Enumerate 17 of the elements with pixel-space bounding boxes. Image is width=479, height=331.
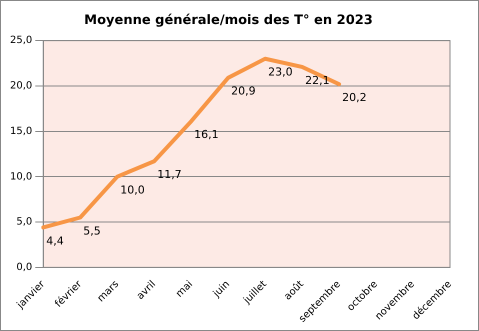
y-tick-label: 20,0 bbox=[10, 80, 32, 92]
chart-title: Moyenne générale/mois des T° en 2023 bbox=[84, 13, 373, 28]
y-tick-label: 0,0 bbox=[16, 262, 32, 273]
data-label: 20,2 bbox=[342, 91, 367, 104]
y-tick-label: 5,0 bbox=[16, 216, 32, 228]
data-label: 22,1 bbox=[305, 74, 330, 87]
y-tick-label: 25,0 bbox=[10, 35, 32, 46]
data-label: 20,9 bbox=[231, 84, 256, 98]
x-tick-label: mai bbox=[174, 278, 196, 300]
data-label: 4,4 bbox=[46, 234, 64, 248]
data-label: 5,5 bbox=[83, 224, 101, 238]
data-label: 10,0 bbox=[120, 184, 145, 197]
data-label: 23,0 bbox=[268, 66, 293, 79]
y-tick-label: 15,0 bbox=[10, 126, 32, 137]
data-label: 11,7 bbox=[157, 168, 182, 182]
data-label: 16,1 bbox=[194, 128, 219, 142]
y-tick-label: 10,0 bbox=[10, 171, 32, 182]
